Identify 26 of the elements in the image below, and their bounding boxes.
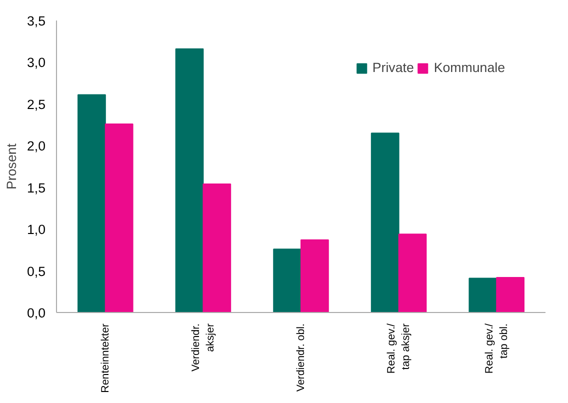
y-tick-label: 0,0: [26, 306, 46, 320]
y-axis-title: Prosent: [4, 143, 19, 190]
bar: [468, 278, 498, 312]
x-tick-label: Renteinntekter: [99, 323, 112, 393]
bar: [370, 132, 400, 312]
bar: [175, 48, 204, 312]
y-tick-label: 2,5: [26, 96, 46, 112]
y-tick-label: 1,5: [26, 180, 46, 196]
x-tick-label: Real. gev./ tap aksjer: [386, 323, 412, 374]
bar: [78, 94, 106, 312]
x-tick-label: Verdiendr. aksjer: [190, 323, 216, 372]
bar: [104, 123, 134, 312]
bar: [202, 184, 232, 312]
y-tick-label: 1,0: [26, 222, 46, 238]
legend-label: Kommunale: [434, 60, 505, 75]
y-tick-label: 3,5: [26, 14, 46, 28]
bar: [496, 276, 524, 312]
legend-label: Private: [372, 60, 414, 75]
x-tick-label: Verdiendr. obl.: [295, 323, 307, 392]
bar: [273, 248, 302, 312]
y-tick-label: 2,0: [26, 138, 46, 154]
x-tick-label: Real. gev./ tap obl.: [483, 323, 510, 374]
bar: [300, 239, 329, 312]
y-tick-label: 3,0: [26, 55, 46, 70]
y-tick-label: 0,5: [26, 264, 46, 279]
bar: [398, 234, 427, 312]
